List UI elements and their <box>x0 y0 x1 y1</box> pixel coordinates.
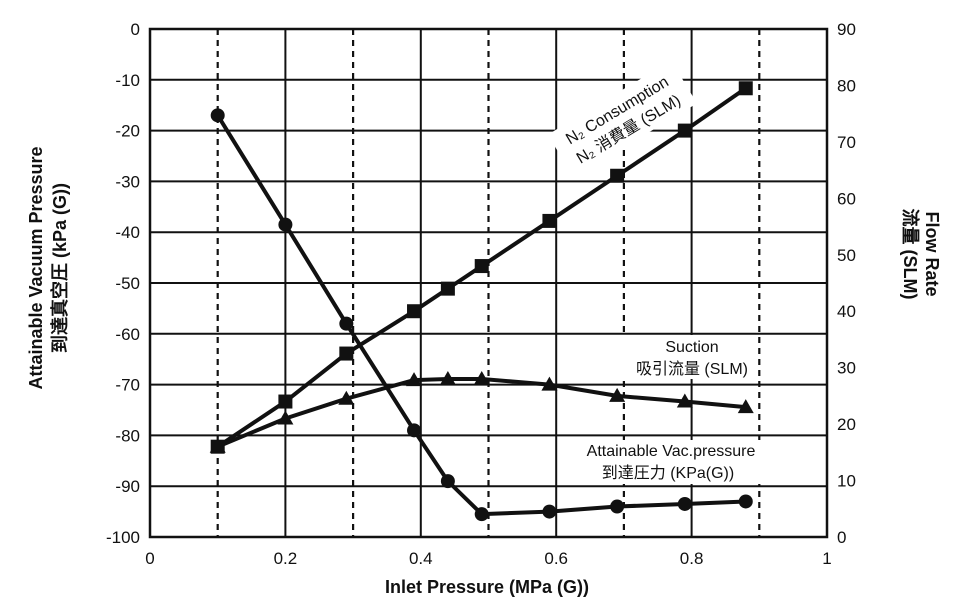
data-point-square <box>474 259 489 274</box>
data-point-square <box>440 281 455 296</box>
x-tick-label: 0.8 <box>680 549 704 568</box>
suction-label: Suction 吸引流量 (SLM) <box>620 335 758 379</box>
data-point-circle <box>677 496 692 511</box>
y-left-tick-label: -90 <box>115 477 140 496</box>
data-point-triangle <box>338 390 355 405</box>
data-point-triangle <box>609 387 626 402</box>
y-right-tick-label: 70 <box>837 133 856 152</box>
data-point-triangle <box>209 438 226 453</box>
y-left-tick-label: -20 <box>115 122 140 141</box>
y-right-tick-label: 0 <box>837 528 846 547</box>
data-point-circle <box>738 494 753 509</box>
y-right-axis-title-line2: 流量 (SLM) <box>900 209 921 300</box>
y-left-tick-label: -50 <box>115 274 140 293</box>
vac-pressure-label-line1: Attainable Vac.pressure <box>587 443 756 460</box>
data-point-triangle <box>277 410 294 425</box>
data-point-triangle <box>676 393 693 408</box>
y-left-tick-label: -100 <box>106 528 140 547</box>
data-point-square <box>542 213 557 228</box>
series-line-triangle <box>216 376 746 449</box>
data-point-triangle <box>541 376 558 391</box>
data-point-square <box>278 394 293 409</box>
y-left-title-group: Attainable Vacuum Pressure 到達真空圧 (kPa (G… <box>26 146 70 389</box>
y-left-axis-title-line1: Attainable Vacuum Pressure <box>26 146 46 389</box>
x-tick-label: 0 <box>145 549 154 568</box>
y-left-tick-label: -70 <box>115 376 140 395</box>
data-point-square <box>738 81 753 96</box>
y-right-tick-label: 50 <box>837 246 856 265</box>
y-right-axis-title-line1: Flow Rate <box>922 211 942 296</box>
y-right-tick-label: 20 <box>837 415 856 434</box>
x-tick-label: 0.4 <box>409 549 433 568</box>
y-right-tick-label: 80 <box>837 76 856 95</box>
vac-pressure-label: Attainable Vac.pressure 到達圧力 (KPa(G)) <box>560 440 782 484</box>
n2-consumption-label-bg <box>547 60 697 178</box>
data-point-square <box>610 168 625 183</box>
y-left-tick-label: 0 <box>131 20 140 39</box>
series-layer <box>209 81 754 522</box>
suction-label-bg <box>620 335 758 379</box>
y-right-tick-label: 90 <box>837 20 856 39</box>
y-left-tick-label: -10 <box>115 71 140 90</box>
data-point-circle <box>610 499 625 514</box>
vac-pressure-label-line2: 到達圧力 (KPa(G)) <box>602 464 734 482</box>
data-point-circle <box>407 423 422 438</box>
y-right-tick-label: 10 <box>837 472 856 491</box>
data-point-circle <box>474 507 489 522</box>
data-point-square <box>339 346 354 361</box>
data-point-triangle <box>406 372 423 387</box>
y-right-tick-label: 40 <box>837 302 856 321</box>
x-tick-label: 0.6 <box>544 549 568 568</box>
axis-layer: 0-10-20-30-40-50-60-70-80-90-100 01020304… <box>106 20 856 568</box>
y-left-tick-label: -40 <box>115 223 140 242</box>
y-right-title-group: Flow Rate 流量 (SLM) <box>900 209 942 300</box>
y-left-tick-label: -60 <box>115 325 140 344</box>
y-left-axis-title-line2: 到達真空圧 (kPa (G)) <box>49 183 70 353</box>
vac-pressure-label-bg <box>560 440 782 484</box>
data-point-circle <box>339 316 354 331</box>
series-line-square <box>216 86 747 449</box>
y-left-tick-label: -80 <box>115 426 140 445</box>
data-point-circle <box>278 217 293 232</box>
data-point-square <box>407 304 422 319</box>
data-point-triangle <box>439 370 456 385</box>
x-axis-title: Inlet Pressure (MPa (G)) <box>385 577 589 597</box>
y-left-tick-label: -30 <box>115 172 140 191</box>
x-tick-label: 1 <box>822 549 831 568</box>
data-point-triangle <box>737 399 754 414</box>
data-point-square <box>677 123 692 138</box>
data-point-circle <box>542 504 557 519</box>
x-tick-label: 0.2 <box>274 549 298 568</box>
y-right-tick-label: 30 <box>837 359 856 378</box>
data-point-circle <box>440 474 455 489</box>
data-point-circle <box>210 108 225 123</box>
series-line-circle <box>216 114 746 517</box>
suction-label-line2: 吸引流量 (SLM) <box>636 360 748 378</box>
n2-consumption-label: N₂ Consumption N₂ 消費量 (SLM) <box>547 60 697 178</box>
y-right-tick-label: 60 <box>837 189 856 208</box>
plot-frame <box>148 27 829 539</box>
suction-label-line1: Suction <box>665 339 718 356</box>
data-point-triangle <box>473 370 490 385</box>
